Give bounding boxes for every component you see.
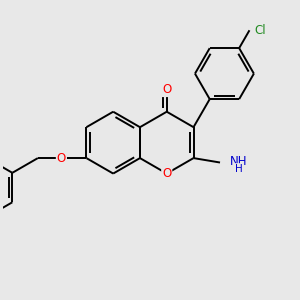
Text: O: O [162,167,171,180]
Text: H: H [235,164,243,174]
Text: Cl: Cl [254,24,266,37]
Text: O: O [57,152,66,165]
Text: NH: NH [230,154,248,167]
Text: O: O [162,83,171,96]
